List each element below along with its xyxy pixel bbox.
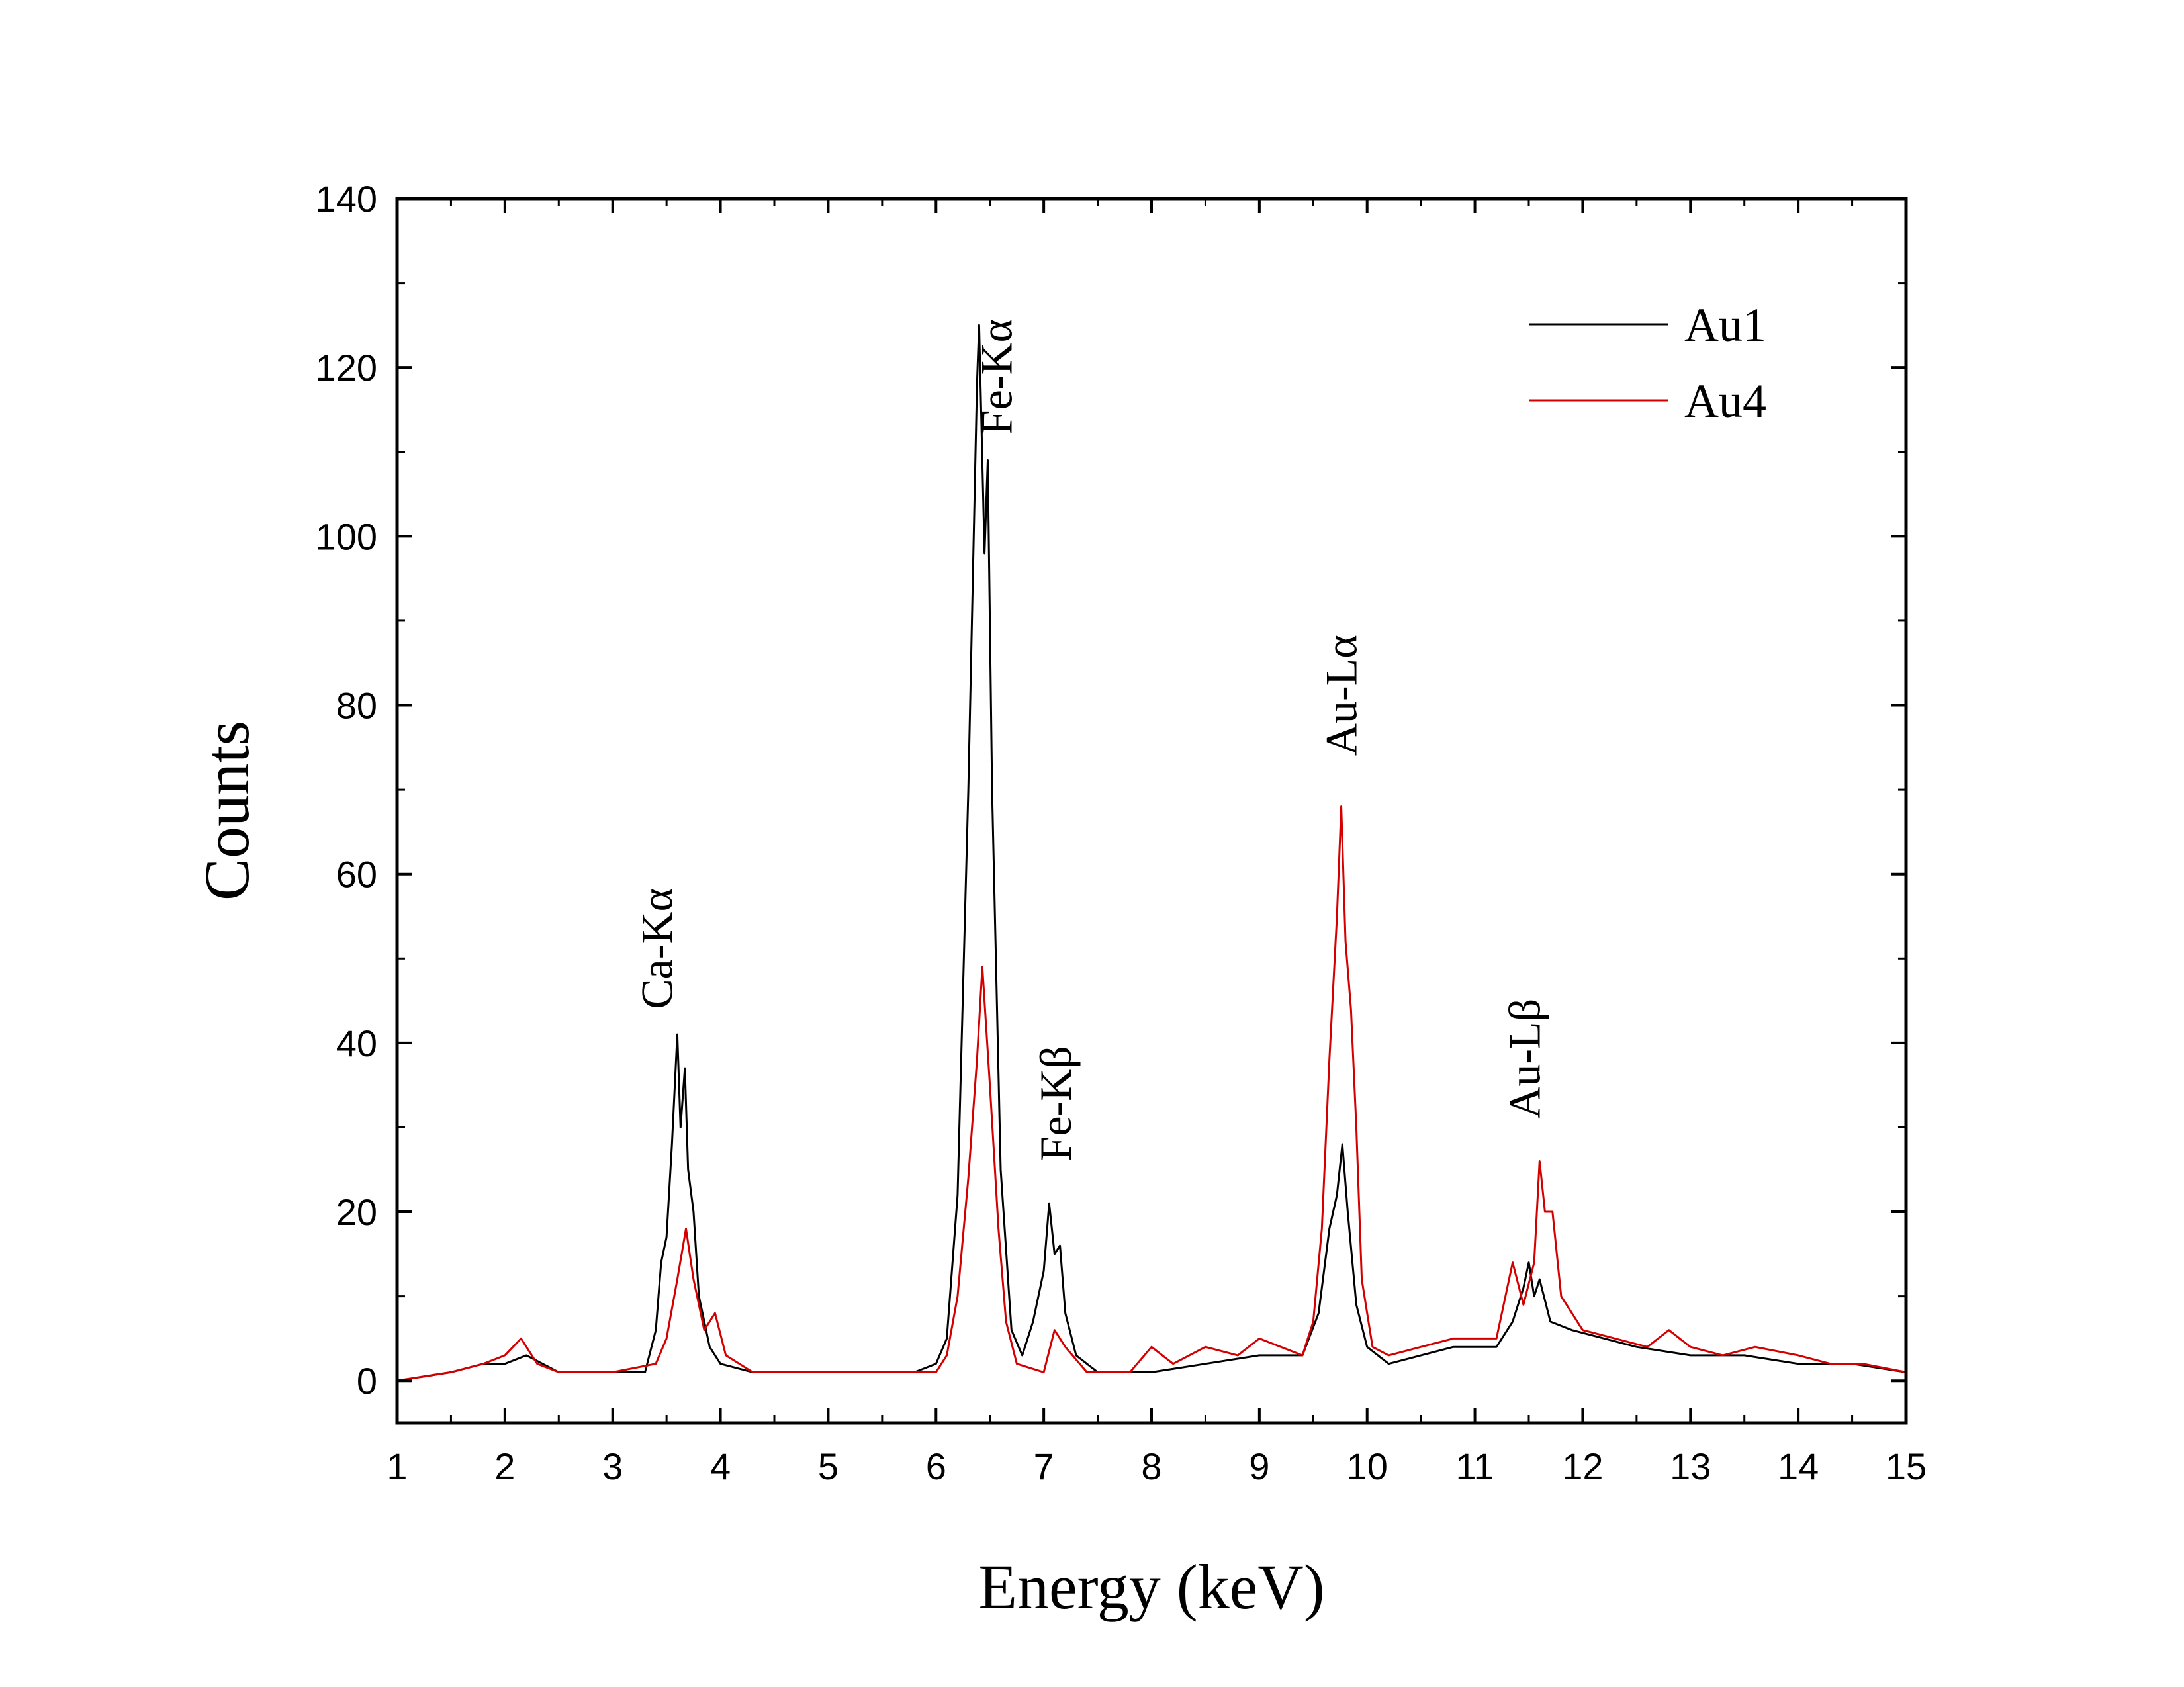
x-tick-label: 15 (1886, 1445, 1927, 1487)
y-tick-label: 20 (336, 1191, 377, 1233)
y-tick-label: 40 (336, 1023, 377, 1064)
y-tick-label: 140 (316, 178, 377, 220)
legend-label-au4: Au4 (1684, 375, 1766, 428)
peak-label-cak: Ca-Kα (631, 888, 682, 1009)
series-layer (396, 324, 1907, 1382)
x-tick-label: 6 (926, 1445, 946, 1487)
y-tick-label: 60 (336, 854, 377, 895)
x-tick-label: 1 (387, 1445, 407, 1487)
x-tick-label: 7 (1034, 1445, 1054, 1487)
peak-label-aul: Au-Lβ (1499, 999, 1549, 1119)
series-line-au4 (396, 805, 1907, 1382)
peak-label-fek: Fe-Kα (971, 319, 1021, 435)
legend: Au1 Au4 (1529, 298, 1766, 428)
x-tick-label: 13 (1670, 1445, 1711, 1487)
x-tick-label: 3 (602, 1445, 623, 1487)
x-tick-label: 2 (494, 1445, 515, 1487)
x-tick-label: 4 (710, 1445, 731, 1487)
y-axis-title: Counts (191, 721, 262, 901)
x-tick-label: 14 (1778, 1445, 1819, 1487)
peak-label-fek: Fe-Kβ (1030, 1046, 1081, 1161)
x-tick-label: 10 (1347, 1445, 1388, 1487)
x-axis-title: Energy (keV) (978, 1551, 1324, 1622)
series-line-au1 (396, 324, 1907, 1382)
x-tick-label: 12 (1562, 1445, 1603, 1487)
peak-label-aul: Au-Lα (1316, 635, 1366, 756)
x-tick-label: 8 (1141, 1445, 1161, 1487)
y-tick-label: 120 (316, 347, 377, 388)
y-tick-label: 80 (336, 685, 377, 727)
x-tick-label: 5 (818, 1445, 839, 1487)
annotation-layer: Ca-Kα Fe-Kα Fe-Kβ Au-Lα Au-Lβ (631, 319, 1549, 1162)
y-tick-label: 0 (357, 1360, 377, 1402)
x-tick-label: 11 (1456, 1445, 1494, 1487)
y-tick-label: 100 (316, 516, 377, 557)
x-tick-label: 9 (1249, 1445, 1269, 1487)
legend-label-au1: Au1 (1684, 298, 1766, 351)
